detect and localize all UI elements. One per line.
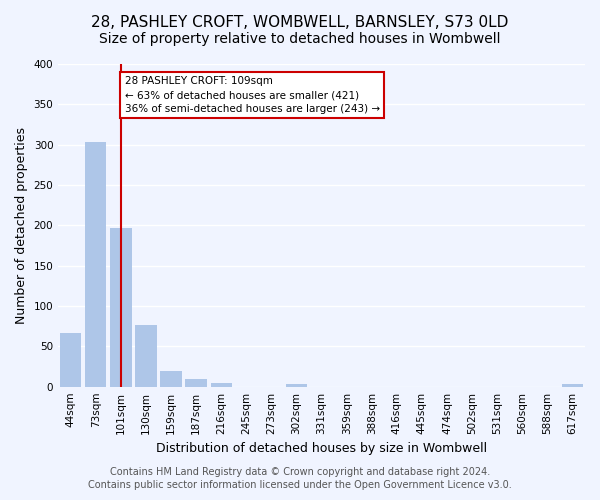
Text: 28 PASHLEY CROFT: 109sqm
← 63% of detached houses are smaller (421)
36% of semi-: 28 PASHLEY CROFT: 109sqm ← 63% of detach… [125, 76, 380, 114]
Bar [136, 324, 157, 386]
Text: Contains HM Land Registry data © Crown copyright and database right 2024.
Contai: Contains HM Land Registry data © Crown c… [88, 467, 512, 490]
Text: Size of property relative to detached houses in Wombwell: Size of property relative to detached ho… [99, 32, 501, 46]
Text: 28, PASHLEY CROFT, WOMBWELL, BARNSLEY, S73 0LD: 28, PASHLEY CROFT, WOMBWELL, BARNSLEY, S… [91, 15, 509, 30]
Y-axis label: Number of detached properties: Number of detached properties [15, 127, 28, 324]
Bar [60, 332, 82, 386]
X-axis label: Distribution of detached houses by size in Wombwell: Distribution of detached houses by size … [156, 442, 487, 455]
Bar [110, 228, 131, 386]
Bar [160, 370, 182, 386]
Bar [85, 142, 106, 386]
Bar [286, 384, 307, 386]
Bar [562, 384, 583, 386]
Bar [185, 378, 207, 386]
Bar [211, 384, 232, 386]
